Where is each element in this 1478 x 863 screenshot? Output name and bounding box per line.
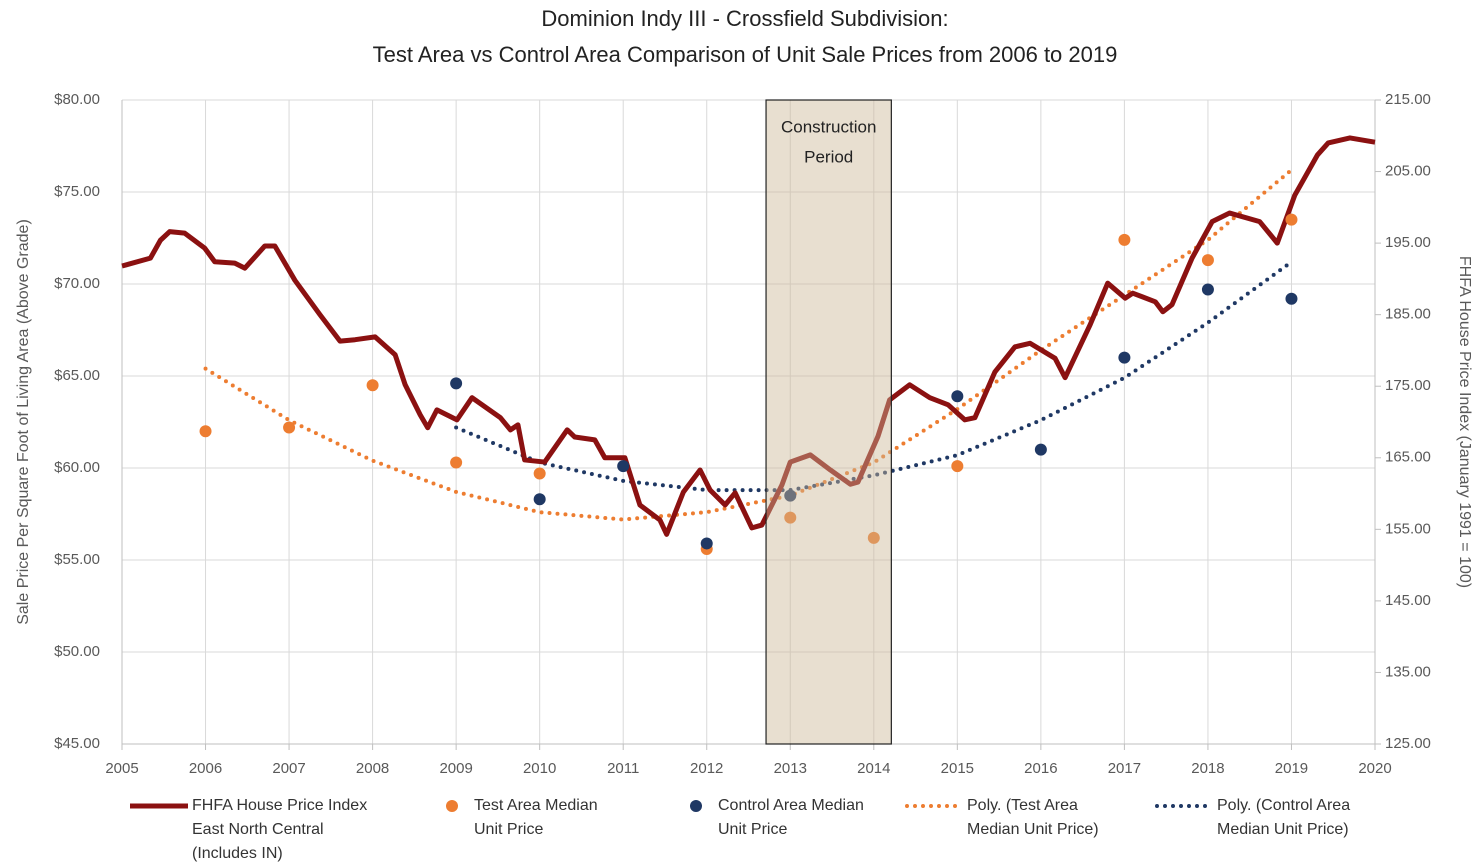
scatter-point bbox=[784, 489, 797, 502]
shade-label: Construction bbox=[781, 117, 876, 136]
scatter-point bbox=[1118, 233, 1131, 246]
scatter-point bbox=[867, 531, 880, 544]
legend-label: Test Area Median Unit Price bbox=[474, 797, 598, 838]
y-axis-title: Sale Price Per Square Foot of Living Are… bbox=[15, 219, 32, 625]
x-tick-label: 2009 bbox=[439, 760, 472, 777]
y-tick-label: $45.00 bbox=[54, 735, 100, 752]
legend-label: Poly. (Test Area Median Unit Price) bbox=[967, 797, 1099, 838]
trend-line bbox=[203, 167, 1294, 522]
x-tick-label: 2010 bbox=[523, 760, 556, 777]
y2-tick-label: 135.00 bbox=[1385, 663, 1431, 680]
x-tick-label: 2015 bbox=[941, 760, 974, 777]
x-tick-label: 2016 bbox=[1024, 760, 1057, 777]
scatter-point bbox=[951, 390, 964, 403]
legend-swatch bbox=[905, 804, 965, 808]
x-tick-label: 2020 bbox=[1358, 760, 1391, 777]
legend-item: Test Area Median Unit Price bbox=[440, 794, 624, 842]
shade-label: Period bbox=[804, 147, 853, 166]
legend-item: Poly. (Control Area Median Unit Price) bbox=[1155, 794, 1367, 842]
scatter-point bbox=[700, 537, 713, 550]
construction-period bbox=[765, 99, 892, 745]
y2-tick-label: 185.00 bbox=[1385, 306, 1431, 323]
y-tick-label: $80.00 bbox=[54, 91, 100, 108]
scatter-point bbox=[533, 493, 546, 506]
legend-item: Poly. (Test Area Median Unit Price) bbox=[905, 794, 1117, 842]
y2-tick-label: 165.00 bbox=[1385, 449, 1431, 466]
y-tick-label: $70.00 bbox=[54, 275, 100, 292]
legend-item: FHFA House Price Index East North Centra… bbox=[130, 794, 382, 863]
scatter-point bbox=[450, 377, 463, 390]
scatter-point bbox=[283, 421, 296, 434]
scatter-point bbox=[533, 467, 546, 480]
y2-axis-title: FHFA House Price Index (January 1991 = 1… bbox=[1456, 256, 1473, 588]
scatter-point bbox=[617, 460, 630, 473]
y2-tick-label: 125.00 bbox=[1385, 735, 1431, 752]
y2-tick-label: 145.00 bbox=[1385, 592, 1431, 609]
scatter-point bbox=[784, 511, 797, 524]
legend-label: Poly. (Control Area Median Unit Price) bbox=[1217, 797, 1351, 838]
x-tick-label: 2012 bbox=[690, 760, 723, 777]
x-tick-label: 2011 bbox=[607, 760, 639, 777]
y-tick-label: $60.00 bbox=[54, 459, 100, 476]
legend-swatch bbox=[446, 800, 458, 812]
x-tick-label: 2019 bbox=[1275, 760, 1308, 777]
x-tick-label: 2005 bbox=[105, 760, 138, 777]
legend-swatch bbox=[1155, 804, 1215, 808]
y2-tick-label: 195.00 bbox=[1385, 234, 1431, 251]
x-tick-label: 2017 bbox=[1108, 760, 1141, 777]
y-tick-label: $65.00 bbox=[54, 367, 100, 384]
y-tick-label: $75.00 bbox=[54, 183, 100, 200]
y2-tick-label: 175.00 bbox=[1385, 377, 1431, 394]
x-tick-label: 2007 bbox=[272, 760, 305, 777]
y2-tick-label: 215.00 bbox=[1385, 91, 1431, 108]
scatter-point bbox=[366, 379, 379, 392]
x-tick-label: 2013 bbox=[774, 760, 807, 777]
plot-area bbox=[122, 100, 1375, 744]
scatter-point bbox=[1285, 213, 1298, 226]
y-tick-label: $55.00 bbox=[54, 551, 100, 568]
scatter-point bbox=[199, 425, 212, 438]
scatter-point bbox=[450, 456, 463, 469]
scatter-point bbox=[1118, 351, 1131, 364]
scatter-point bbox=[1201, 254, 1214, 267]
y2-tick-label: 205.00 bbox=[1385, 163, 1431, 180]
legend-label: Control Area Median Unit Price bbox=[718, 797, 864, 838]
x-tick-label: 2014 bbox=[857, 760, 890, 777]
scatter-point bbox=[951, 460, 964, 473]
scatter-point bbox=[1034, 443, 1047, 456]
chart-subtitle: Test Area vs Control Area Comparison of … bbox=[373, 42, 1118, 67]
legend-swatch bbox=[130, 803, 188, 809]
legend-marker bbox=[446, 800, 458, 812]
legend-swatch bbox=[690, 800, 702, 812]
chart-title: Dominion Indy III - Crossfield Subdivisi… bbox=[541, 6, 948, 31]
y2-tick-label: 155.00 bbox=[1385, 520, 1431, 537]
legend-item: Control Area Median Unit Price bbox=[684, 794, 868, 842]
price-index-line bbox=[121, 135, 1376, 537]
legend-label: FHFA House Price Index East North Centra… bbox=[192, 797, 368, 862]
scatter-point bbox=[1285, 292, 1298, 305]
y-tick-label: $50.00 bbox=[54, 643, 100, 660]
scatter-point bbox=[1201, 283, 1214, 296]
x-tick-label: 2006 bbox=[189, 760, 222, 777]
legend-marker bbox=[690, 800, 702, 812]
x-tick-label: 2008 bbox=[356, 760, 389, 777]
x-tick-label: 2018 bbox=[1191, 760, 1224, 777]
